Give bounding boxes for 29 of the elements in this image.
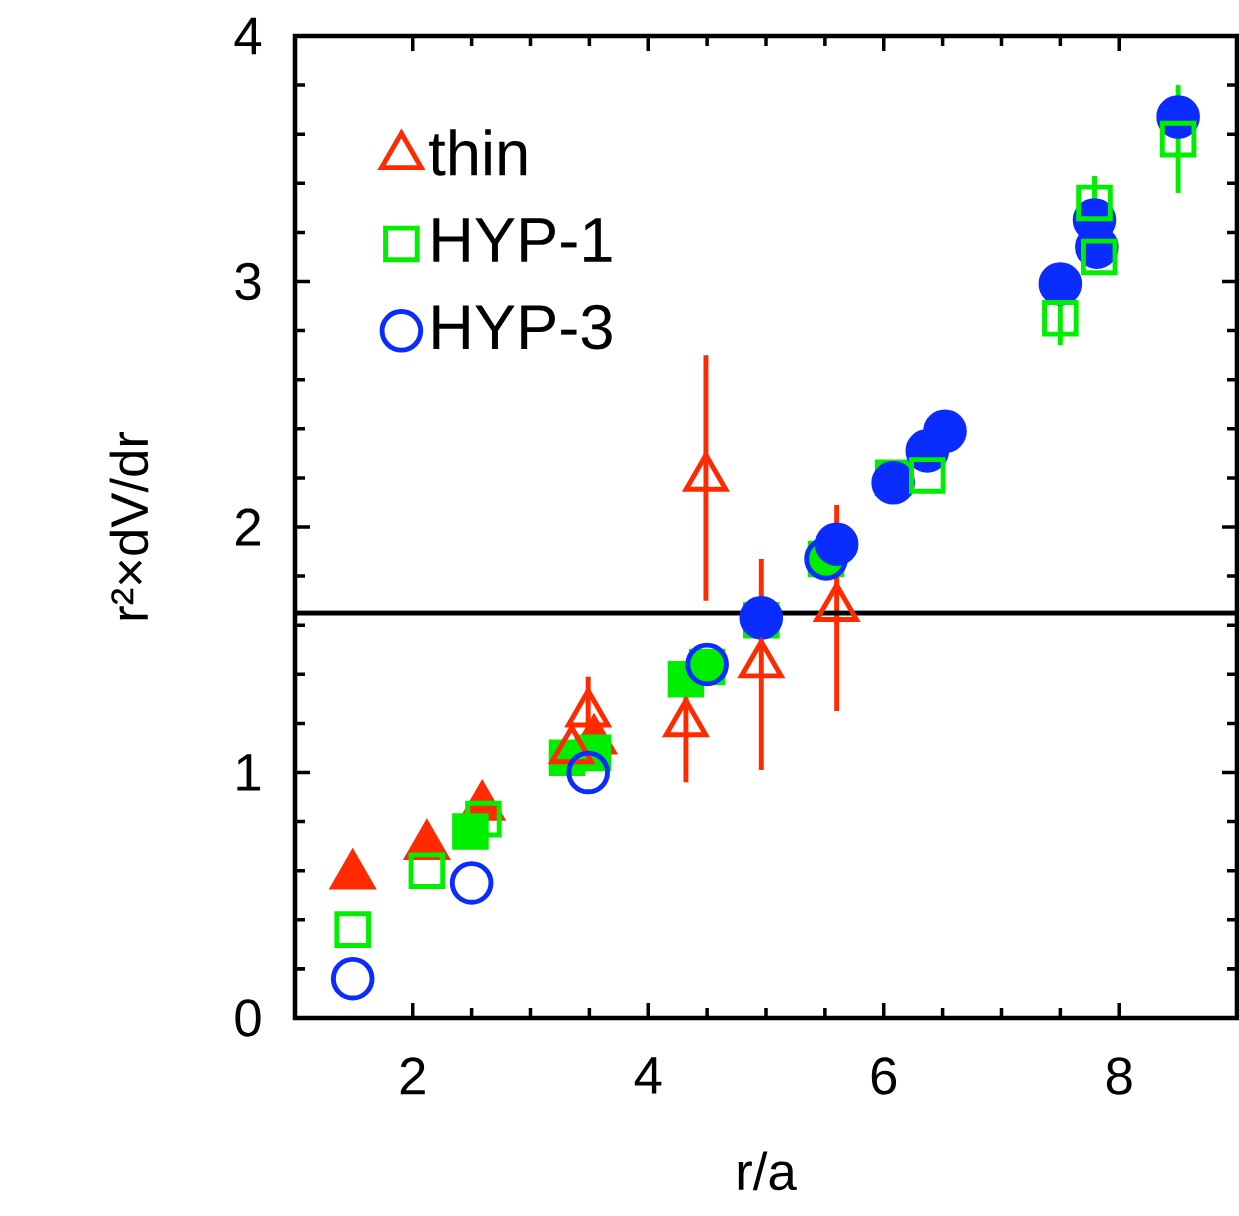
y-tick-label: 2 (236, 508, 261, 546)
point (909, 457, 946, 494)
legend-label: HYP-1 (433, 218, 612, 262)
point (1080, 238, 1118, 276)
x-axis-title: r/a (738, 1151, 797, 1191)
point (408, 852, 446, 889)
legend-label: HYP-3 (433, 304, 612, 350)
point (685, 642, 729, 687)
y-axis-title: r²×dV/dr (109, 431, 149, 620)
legend-label: thin (429, 129, 527, 176)
point (330, 956, 375, 1001)
y-tick-label: 4 (234, 17, 262, 55)
point (566, 750, 610, 795)
point (923, 409, 967, 454)
x-tick-label: 6 (871, 1057, 897, 1095)
y-tick-label: 1 (237, 754, 261, 791)
point (1076, 184, 1113, 222)
x-tick-label: 8 (1106, 1057, 1132, 1095)
x-tick-label: 4 (634, 1057, 662, 1094)
point (1038, 262, 1083, 306)
point (465, 800, 502, 838)
point (1042, 300, 1079, 337)
point (739, 596, 784, 640)
y-tick-label: 3 (235, 262, 261, 301)
point (449, 861, 494, 905)
y-tick-label: 0 (235, 999, 261, 1037)
point (334, 911, 371, 948)
point (1159, 120, 1197, 158)
x-tick-label: 2 (400, 1057, 425, 1095)
